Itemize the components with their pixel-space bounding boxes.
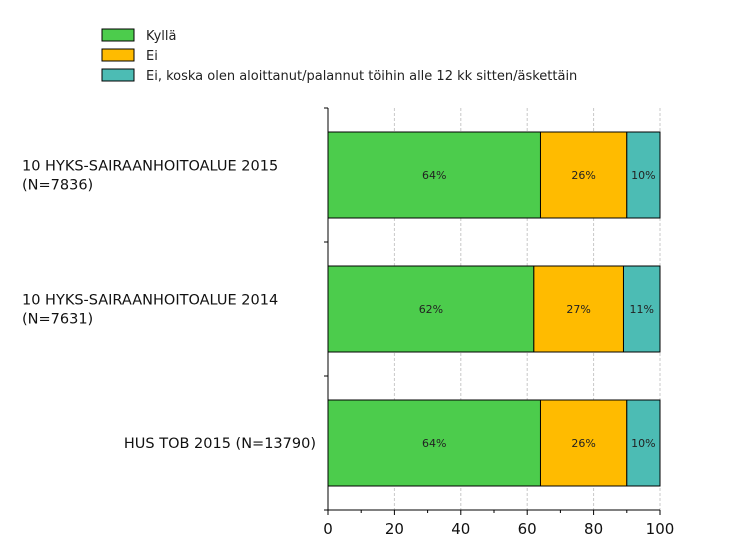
x-tick-label-80: 80 (584, 520, 603, 538)
bar-segment-1-2 (539, 131, 628, 219)
x-tick-label-40: 40 (451, 520, 470, 538)
legend-swatch-1 (101, 28, 135, 42)
legend: Kyllä Ei Ei, koska olen aloittanut/palannu… (101, 28, 577, 84)
bar-label-1-3: 10% (631, 169, 655, 182)
bar-segment-3-1 (327, 399, 541, 487)
bars: 64% 26% 10% 62% 27% 11% 64% 26% 10% (327, 131, 661, 487)
category-labels: 10 HYKS-SAIRAANHOITOALUE 2015 (N=7836) 10 … (22, 159, 316, 453)
category-label-2-line-1: 10 HYKS-SAIRAANHOITOALUE 2014 (22, 293, 278, 309)
x-tick-label-60: 60 (518, 520, 537, 538)
bar-segment-1-1 (327, 131, 541, 219)
legend-label-1: Kyllä (146, 29, 176, 44)
axes: 0 20 40 60 80 100 (323, 107, 675, 538)
x-tick-label-20: 20 (385, 520, 404, 538)
x-tick-label-0: 0 (323, 520, 333, 538)
category-label-1-line-1: 10 HYKS-SAIRAANHOITOALUE 2015 (22, 159, 278, 175)
bar-label-3-1: 64% (422, 437, 446, 450)
bar-segment-1-3 (626, 131, 661, 219)
legend-swatch-3 (101, 68, 135, 82)
bar-segment-3-3 (626, 399, 661, 487)
category-label-2-line-2: (N=7631) (22, 312, 93, 328)
bar-label-1-2: 26% (571, 169, 595, 182)
legend-label-3: Ei, koska olen aloittanut/palannut töihi… (146, 69, 577, 84)
legend-swatch-2 (101, 48, 135, 62)
bar-label-3-3: 10% (631, 437, 655, 450)
bar-segment-2-3 (622, 265, 661, 353)
bar-segment-2-1 (327, 265, 535, 353)
bar-label-1-1: 64% (422, 169, 446, 182)
bar-label-2-3: 11% (630, 303, 654, 316)
category-label-1-line-2: (N=7836) (22, 178, 93, 194)
bar-label-3-2: 26% (571, 437, 595, 450)
x-tick-label-100: 100 (646, 520, 675, 538)
bar-segment-2-2 (533, 265, 624, 353)
legend-label-2: Ei (146, 49, 158, 64)
bar-label-2-2: 27% (566, 303, 590, 316)
category-label-3-line-1: HUS TOB 2015 (N=13790) (124, 436, 316, 452)
bar-label-2-1: 62% (419, 303, 443, 316)
